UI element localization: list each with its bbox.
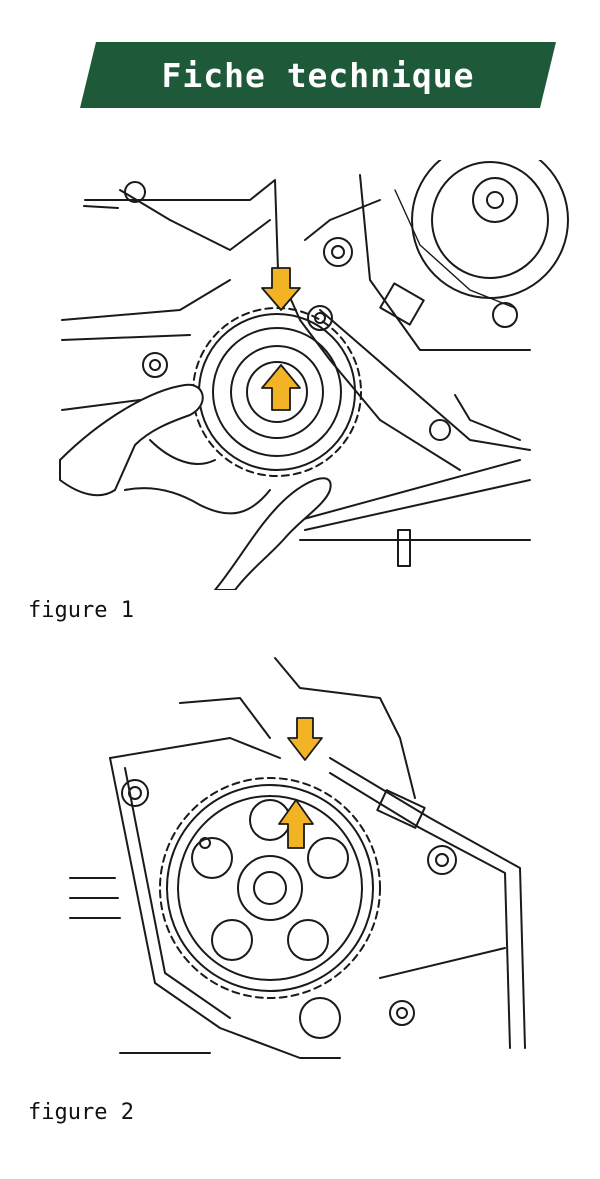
figure-1-caption: figure 1	[28, 598, 134, 623]
arrow-down-icon	[287, 717, 323, 761]
figure-1-illustration	[0, 141, 600, 591]
figure-2-illustration	[0, 648, 600, 1088]
arrow-up-icon	[278, 799, 314, 849]
banner-shape	[80, 42, 556, 108]
figure-2-caption: figure 2	[28, 1100, 134, 1125]
page-title: Fiche technique	[161, 55, 475, 95]
header-banner: Fiche technique	[80, 42, 556, 108]
arrow-down-icon	[261, 267, 301, 311]
arrow-up-icon	[261, 364, 301, 411]
camshaft-sprocket	[159, 777, 381, 999]
